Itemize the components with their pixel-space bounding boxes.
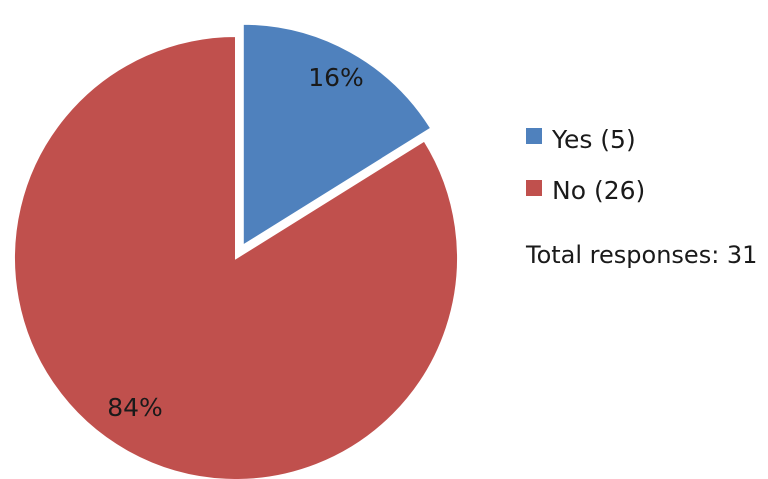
slice-label-no: 84% — [107, 393, 163, 422]
pie-slice-yes — [241, 22, 433, 248]
legend-label-yes: Yes (5) — [551, 125, 636, 154]
pie-slice-no — [13, 34, 459, 479]
total-responses-annotation: Total responses: 31 — [525, 241, 757, 269]
pie-slice-labels: 16% 84% — [107, 63, 364, 422]
legend-label-no: No (26) — [552, 176, 645, 205]
pie-slices — [13, 22, 459, 479]
slice-label-yes: 16% — [308, 63, 364, 92]
legend-swatch-no — [526, 180, 542, 196]
legend-swatch-yes — [526, 128, 542, 144]
legend: Yes (5) No (26) — [526, 125, 645, 205]
